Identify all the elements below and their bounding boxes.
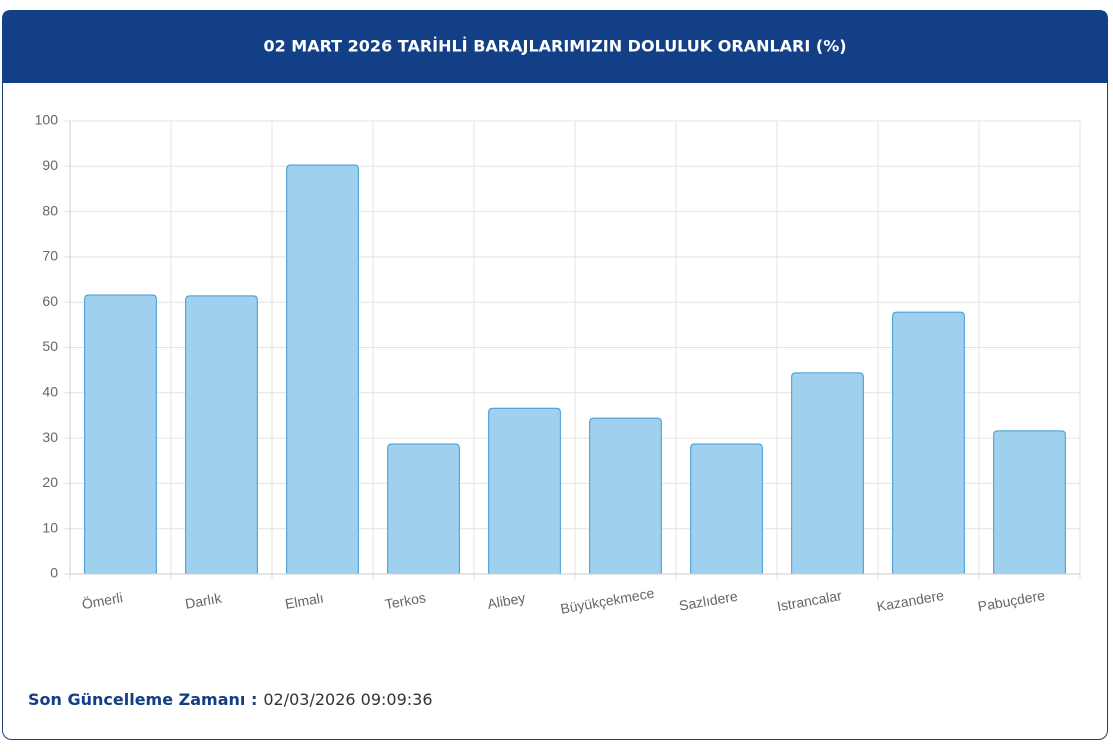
y-tick-label: 20	[42, 474, 58, 490]
y-tick-label: 60	[42, 293, 58, 309]
bar	[690, 443, 763, 575]
bar	[286, 164, 359, 575]
footer: Son Güncelleme Zamanı : 02/03/2026 09:09:…	[28, 690, 433, 709]
bar	[488, 407, 561, 575]
bar	[84, 294, 157, 575]
y-tick-label: 0	[50, 565, 58, 581]
header-bar	[2, 10, 1108, 83]
x-tick-label: Terkos	[384, 589, 427, 612]
chart-title: 02 MART 2026 TARİHLİ BARAJLARIMIZIN DOLU…	[263, 37, 846, 56]
y-tick-label: 40	[42, 384, 58, 400]
bar	[791, 372, 864, 575]
bar	[387, 443, 460, 575]
x-tick-label: Darlık	[184, 589, 224, 611]
y-tick-label: 50	[42, 338, 58, 354]
y-tick-label: 80	[42, 202, 58, 218]
y-tick-label: 10	[42, 519, 58, 535]
bar	[185, 295, 258, 575]
bar	[892, 311, 965, 575]
x-tick-label: Alibey	[486, 590, 526, 612]
x-tick-label: Ömerli	[80, 588, 124, 612]
y-tick-label: 100	[35, 112, 59, 128]
footer-label: Son Güncelleme Zamanı :	[28, 690, 257, 709]
y-tick-label: 70	[42, 248, 58, 264]
x-tick-label: Elmalı	[284, 589, 325, 612]
bar	[993, 430, 1066, 575]
bar	[589, 417, 662, 575]
footer-value: 02/03/2026 09:09:36	[263, 690, 432, 709]
y-tick-label: 90	[42, 157, 58, 173]
y-tick-label: 30	[42, 429, 58, 445]
